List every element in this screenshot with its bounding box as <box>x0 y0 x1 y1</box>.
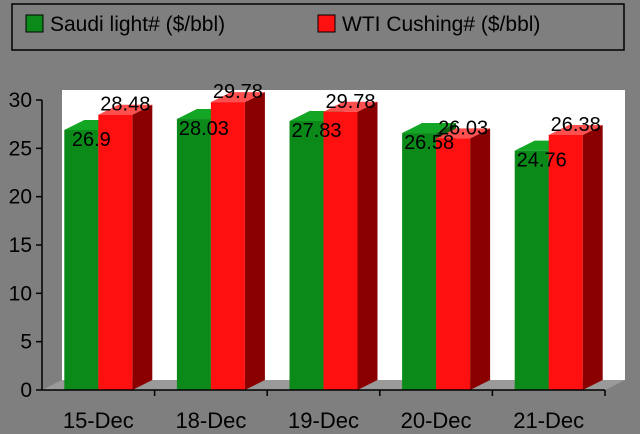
x-tick-label: 21-Dec <box>513 408 584 433</box>
bar-front <box>402 133 437 390</box>
bar-top <box>98 104 153 115</box>
x-tick-label: 20-Dec <box>401 408 472 433</box>
bar-front <box>64 129 99 390</box>
bar <box>323 101 378 390</box>
legend-swatch <box>25 14 44 33</box>
bar-front <box>289 120 324 390</box>
bar-top <box>323 101 378 112</box>
data-label: 28.48 <box>100 94 150 116</box>
y-tick-label: 5 <box>20 331 32 354</box>
data-label: 29.78 <box>325 91 375 113</box>
data-label: 24.76 <box>517 150 567 172</box>
bar-side <box>470 128 491 391</box>
data-label: 29.78 <box>213 81 263 103</box>
bar-front <box>548 134 583 390</box>
bar <box>548 124 603 390</box>
y-axis: 0 5 10 15 20 25 30 <box>9 89 43 402</box>
data-label: 28.03 <box>179 118 229 140</box>
x-tick-label: 15-Dec <box>63 408 134 433</box>
data-label: 26.38 <box>551 114 601 136</box>
y-tick-label: 30 <box>9 89 32 112</box>
y-tick-label: 20 <box>9 186 32 209</box>
bar-front <box>176 119 211 390</box>
bar-side <box>582 124 603 390</box>
y-tick-label: 10 <box>9 282 32 305</box>
bar <box>98 104 153 391</box>
bar <box>436 128 491 391</box>
bar-front <box>514 150 549 390</box>
bar <box>210 92 265 391</box>
bar-front <box>436 138 471 390</box>
bar-top <box>402 123 457 134</box>
y-tick-label: 25 <box>9 137 32 160</box>
bar-side <box>357 101 378 390</box>
data-label: 27.83 <box>291 120 341 142</box>
data-label: 26.9 <box>72 129 111 151</box>
bar-top <box>210 92 265 103</box>
bar-side <box>244 92 265 391</box>
y-tick-label: 15 <box>9 234 32 257</box>
data-label: 26.03 <box>438 117 488 139</box>
bar-front <box>210 102 245 391</box>
bar-front <box>323 111 358 390</box>
x-tick-label: 18-Dec <box>175 408 246 433</box>
bar-front <box>98 114 133 391</box>
legend-swatch <box>317 14 336 33</box>
legend-entry: WTI Cushing# ($/bbl) <box>342 13 540 36</box>
bar-top <box>436 128 491 139</box>
y-tick-label: 0 <box>20 379 32 402</box>
legend-entry: Saudi light# ($/bbl) <box>50 13 225 36</box>
bar-side <box>132 104 153 391</box>
data-label: 26.58 <box>404 132 454 154</box>
bars <box>64 92 603 391</box>
x-axis: 15-Dec 18-Dec 19-Dec 20-Dec 21-Dec <box>42 389 606 433</box>
legend: Saudi light# ($/bbl) WTI Cushing# ($/bbl) <box>11 3 625 51</box>
bar-top <box>548 124 603 135</box>
x-tick-label: 19-Dec <box>288 408 359 433</box>
